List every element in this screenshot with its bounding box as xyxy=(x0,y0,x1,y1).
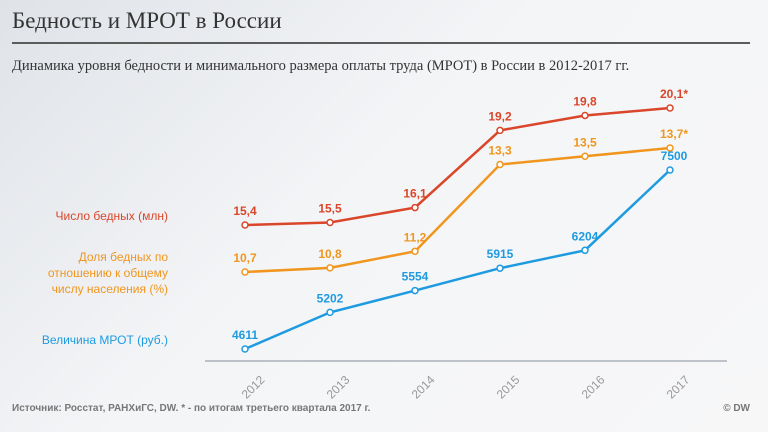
x-tick-label: 2012 xyxy=(239,373,268,402)
data-label: 13,7* xyxy=(660,127,688,141)
title-divider xyxy=(12,42,750,44)
data-point xyxy=(241,268,249,276)
data-point xyxy=(666,144,674,152)
legend-line: числу населения (%) xyxy=(51,282,168,296)
data-point xyxy=(581,246,589,255)
data-point xyxy=(496,264,504,272)
data-point xyxy=(581,152,589,161)
legend-line: Число бедных (млн) xyxy=(55,209,168,223)
data-point xyxy=(241,221,249,229)
legend-line: Доля бедных по xyxy=(78,250,168,264)
data-label: 5202 xyxy=(317,291,344,305)
data-label: 11,2 xyxy=(404,230,427,244)
data-point xyxy=(666,166,674,174)
data-label: 13,3 xyxy=(488,144,512,158)
data-point xyxy=(241,345,249,353)
data-label: 16,1 xyxy=(403,187,427,201)
data-point xyxy=(666,104,674,112)
legend-poor-share: Доля бедных по отношению к общему числу … xyxy=(48,249,168,297)
x-tick-label: 2015 xyxy=(494,373,523,402)
legend-line: отношению к общему xyxy=(47,266,168,280)
copyright: © DW xyxy=(723,403,750,414)
data-label: 19,8 xyxy=(573,94,597,108)
series-line xyxy=(244,106,671,227)
chart-subtitle: Динамика уровня бедности и минимального … xyxy=(12,58,630,74)
data-point xyxy=(411,247,419,256)
chart-title: Бедность и МРОТ в России xyxy=(12,8,282,33)
data-label: 10,7 xyxy=(233,251,257,265)
data-point xyxy=(411,203,419,212)
data-label: 19,2 xyxy=(488,109,512,123)
data-label: 7500 xyxy=(661,149,688,163)
data-point xyxy=(411,286,419,295)
x-tick-label: 2017 xyxy=(664,373,693,402)
data-label: 4611 xyxy=(232,328,258,342)
data-label: 15,4 xyxy=(233,204,257,218)
data-label: 10,8 xyxy=(318,247,342,261)
series-line xyxy=(244,146,671,274)
x-tick-label: 2016 xyxy=(579,373,608,402)
legend-line: Величина МРОТ (руб.) xyxy=(41,333,168,347)
data-label: 13,5 xyxy=(573,135,597,149)
data-label: 20,1* xyxy=(660,87,688,101)
data-label: 5915 xyxy=(487,247,514,261)
data-label: 6204 xyxy=(572,229,599,243)
data-point xyxy=(326,218,334,227)
data-point xyxy=(496,126,504,135)
x-tick-label: 2013 xyxy=(324,373,353,402)
data-point xyxy=(581,111,589,120)
series-line xyxy=(244,169,671,351)
legend-poor-count: Число бедных (млн) xyxy=(56,208,168,224)
x-tick-label: 2014 xyxy=(409,373,438,402)
source-note: Источник: Росстат, РАНХиГС, DW. * - по и… xyxy=(12,403,371,414)
data-label: 5554 xyxy=(402,270,429,284)
data-point xyxy=(496,160,504,169)
data-point xyxy=(326,308,334,317)
legend-mrot: Величина МРОТ (руб.) xyxy=(42,332,168,348)
data-label: 15,5 xyxy=(318,202,342,216)
data-point xyxy=(326,264,334,272)
